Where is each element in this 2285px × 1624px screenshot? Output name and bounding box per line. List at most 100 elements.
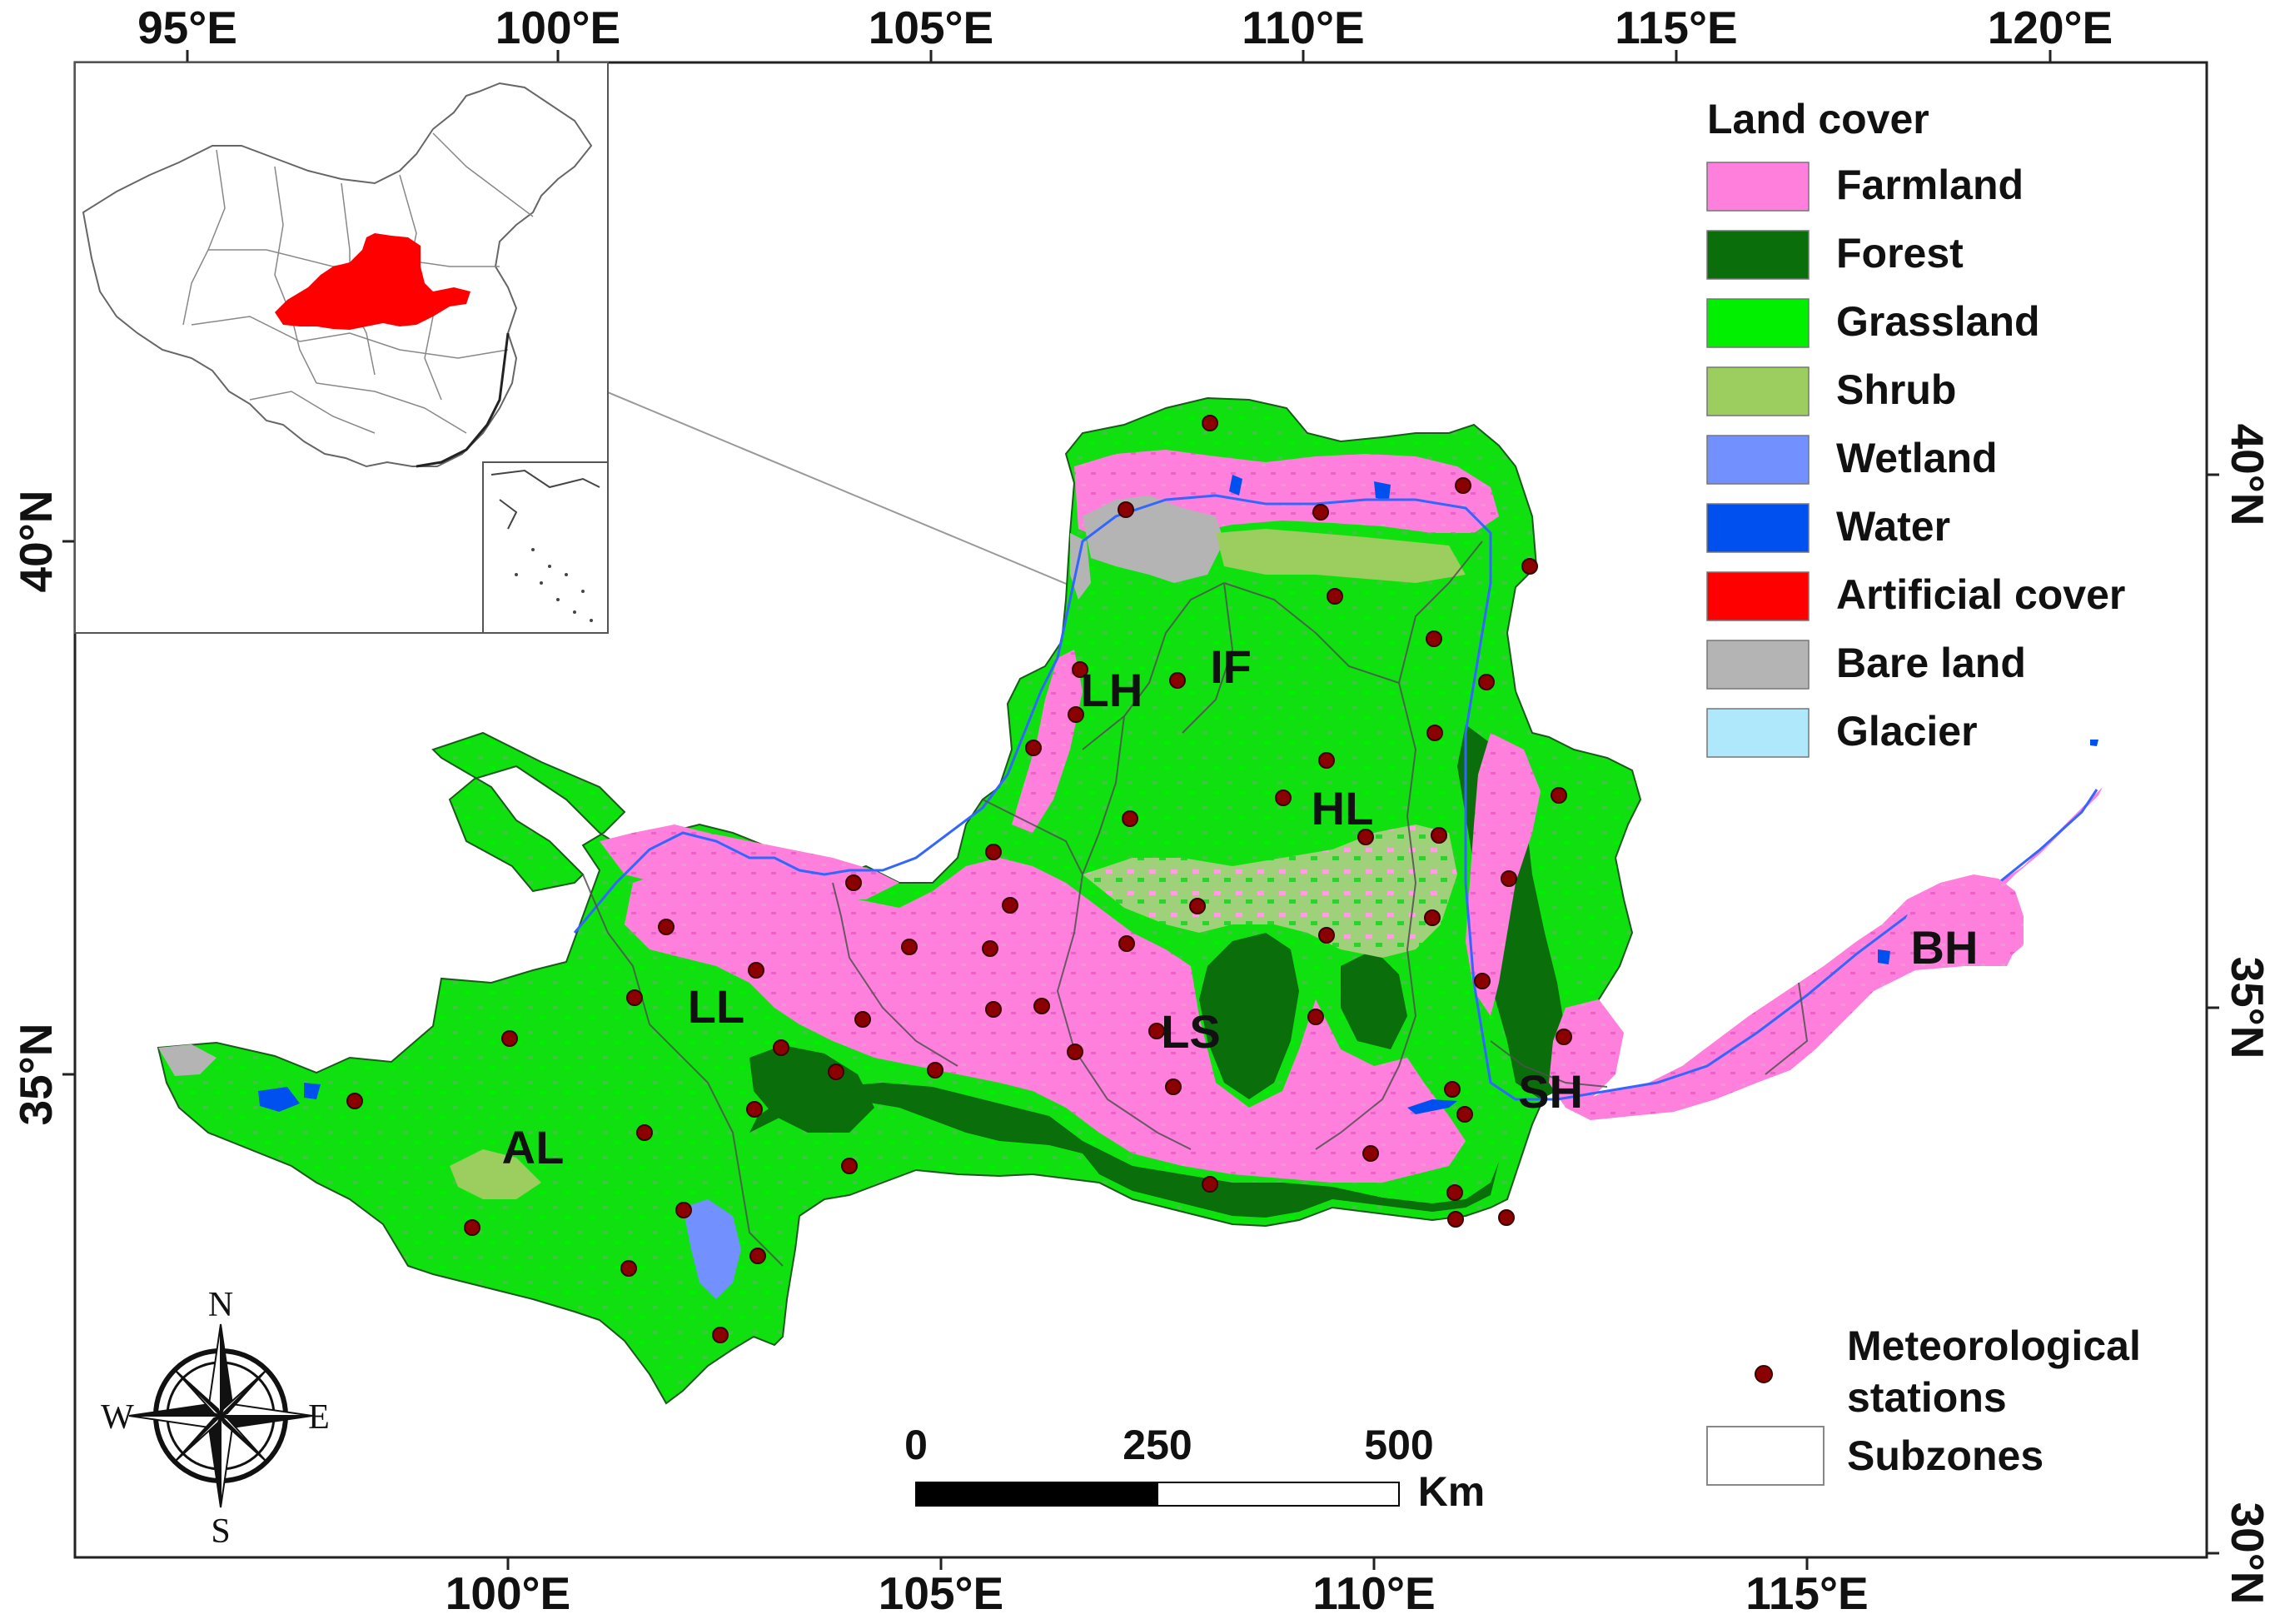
legend-swatch-glacier bbox=[1706, 708, 1810, 758]
bare-land-ulanbuh bbox=[1070, 533, 1091, 600]
station-marker bbox=[626, 989, 643, 1006]
legend-label-glacier: Glacier bbox=[1836, 708, 1978, 755]
station-marker bbox=[1307, 1009, 1324, 1025]
meteorological-stations bbox=[346, 415, 1572, 1343]
longitude-labels-top: 95°E 100°E 105°E 110°E 115°E 120°E bbox=[137, 2, 2113, 53]
water-gyaring-ngoring bbox=[258, 1087, 300, 1112]
station-marker bbox=[1202, 415, 1218, 431]
station-marker bbox=[1165, 1079, 1182, 1095]
lon-label-top: 120°E bbox=[1988, 2, 2113, 53]
shrub-north bbox=[1216, 529, 1466, 583]
legend-stations-label-1: Meteorological bbox=[1847, 1323, 2141, 1369]
station-marker bbox=[1002, 897, 1018, 914]
scale-unit: Km bbox=[1418, 1468, 1486, 1515]
lat-label-left: 35°N bbox=[10, 1024, 62, 1126]
station-marker bbox=[1318, 927, 1335, 944]
zone-label-sh: SH bbox=[1518, 1065, 1583, 1118]
station-marker bbox=[1169, 672, 1186, 689]
farmland-yuncheng bbox=[1549, 999, 1624, 1108]
station-marker bbox=[746, 1101, 763, 1118]
forest-west bbox=[749, 1045, 874, 1133]
scale-bar-black bbox=[915, 1482, 1158, 1507]
station-marker bbox=[1426, 725, 1443, 741]
scale-bar-white bbox=[1157, 1482, 1400, 1507]
legend-swatch-farmland bbox=[1706, 162, 1810, 212]
station-marker bbox=[346, 1093, 363, 1109]
station-marker bbox=[927, 1062, 943, 1079]
legend-subzones-label: Subzones bbox=[1847, 1432, 2044, 1479]
station-marker bbox=[1456, 1106, 1473, 1123]
compass-label-s: S bbox=[211, 1512, 230, 1551]
lat-label-left: 40°N bbox=[10, 491, 62, 593]
station-marker bbox=[1556, 1029, 1572, 1045]
station-marker bbox=[845, 874, 862, 891]
station-marker bbox=[1275, 790, 1292, 806]
legend-swatch-wetland bbox=[1706, 435, 1810, 485]
legend-label-grassland: Grassland bbox=[1836, 298, 2040, 345]
station-marker bbox=[620, 1260, 637, 1277]
zone-labels: AL LL LH IF HL LS SH BH bbox=[502, 640, 1979, 1173]
legend-swatch-shrub bbox=[1706, 366, 1810, 416]
legend-title: Land cover bbox=[1707, 96, 1929, 142]
legend-swatch-forest bbox=[1706, 230, 1810, 280]
station-marker bbox=[1501, 870, 1517, 887]
station-marker bbox=[854, 1011, 871, 1028]
station-marker bbox=[464, 1219, 480, 1236]
longitude-labels-bottom: 100°E 105°E 110°E 115°E bbox=[446, 1567, 1869, 1619]
lon-label-bottom: 115°E bbox=[1745, 1567, 1868, 1619]
scale-label-0: 0 bbox=[904, 1422, 928, 1468]
station-marker bbox=[1033, 998, 1050, 1014]
station-marker bbox=[985, 1001, 1002, 1018]
station-marker bbox=[1072, 661, 1088, 678]
compass-label-e: E bbox=[308, 1398, 330, 1437]
zone-label-bh: BH bbox=[1911, 921, 1979, 974]
lon-label-top: 105°E bbox=[869, 2, 993, 53]
station-marker bbox=[1444, 1081, 1461, 1098]
legend-label-shrub: Shrub bbox=[1836, 366, 1956, 413]
water-dongping bbox=[1878, 949, 1890, 964]
station-marker bbox=[985, 844, 1002, 860]
legend-label-wetland: Wetland bbox=[1836, 435, 1998, 481]
scale-bar: 0 250 500 Km bbox=[904, 1422, 1485, 1515]
station-marker bbox=[1551, 787, 1567, 804]
yellow-river-basin bbox=[157, 396, 2103, 1405]
lon-label-top: 110°E bbox=[1242, 2, 1364, 53]
legend-label-artificial-cover: Artificial cover bbox=[1836, 571, 2125, 618]
forest-luliang bbox=[1341, 949, 1407, 1049]
legend: Land cover Farmland Forest Grassland Shrub W… bbox=[1706, 96, 2141, 1486]
zone-label-ls: LS bbox=[1161, 1005, 1221, 1058]
legend-swatch-artificial-cover bbox=[1706, 571, 1810, 621]
lon-label-bottom: 100°E bbox=[446, 1567, 570, 1619]
station-marker bbox=[1122, 810, 1138, 827]
station-marker bbox=[1318, 752, 1335, 769]
water-ulansuhai bbox=[1374, 481, 1391, 500]
shrub-loess bbox=[1083, 824, 1457, 958]
basin-highlight-inset bbox=[275, 233, 470, 330]
station-marker bbox=[1118, 935, 1135, 952]
station-marker bbox=[1067, 1044, 1083, 1060]
station-marker bbox=[748, 962, 764, 979]
lat-label-right: 40°N bbox=[2222, 424, 2273, 526]
zone-label-lh: LH bbox=[1081, 664, 1143, 716]
wetland-zoige bbox=[683, 1199, 741, 1299]
bare-land-west bbox=[158, 1044, 217, 1076]
water-sanmenxia bbox=[1407, 1099, 1457, 1114]
compass-star bbox=[128, 1323, 313, 1508]
station-marker bbox=[1426, 630, 1442, 647]
station-marker bbox=[1521, 558, 1538, 575]
zone-label-hl: HL bbox=[1312, 782, 1374, 834]
station-marker bbox=[1431, 827, 1447, 844]
station-marker bbox=[841, 1158, 858, 1174]
station-marker bbox=[901, 939, 918, 955]
zone-label-al: AL bbox=[502, 1121, 565, 1173]
lat-label-right: 35°N bbox=[2222, 957, 2273, 1059]
legend-subzones-swatch bbox=[1706, 1426, 1825, 1486]
zone-label-ll: LL bbox=[688, 980, 744, 1033]
lon-label-top: 115°E bbox=[1615, 2, 1737, 53]
station-marker bbox=[1455, 477, 1471, 494]
yellow-river-channel bbox=[573, 494, 2098, 1101]
farmland-lanzhou bbox=[633, 837, 749, 924]
station-marker bbox=[1357, 829, 1374, 845]
station-marker bbox=[1312, 504, 1329, 521]
station-marker bbox=[1446, 1184, 1463, 1201]
